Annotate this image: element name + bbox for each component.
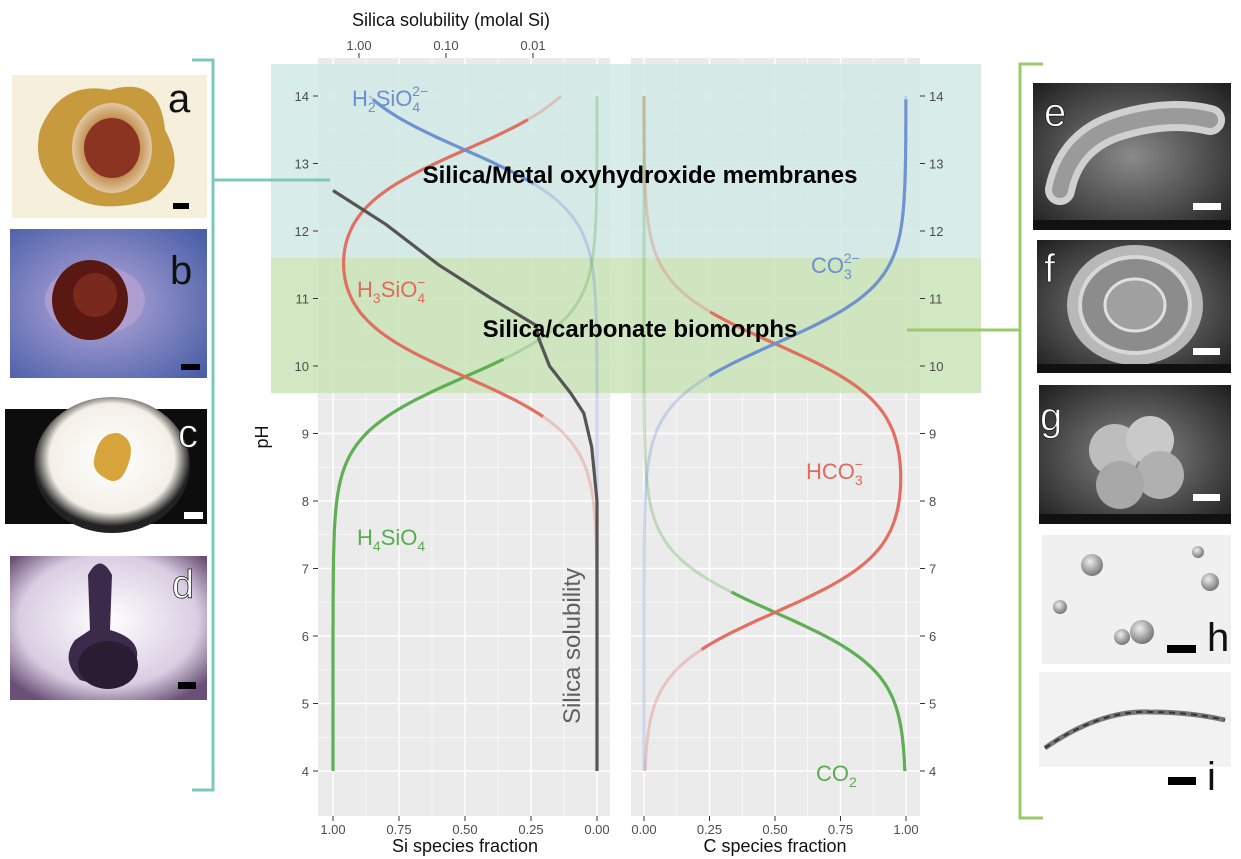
scale-bar bbox=[1193, 203, 1221, 210]
scale-bar bbox=[1193, 348, 1220, 355]
panel-label-c: c bbox=[178, 412, 198, 456]
panel-label-g: g bbox=[1040, 395, 1062, 439]
species-labels: H4SiO4 H3SiO4− H2SiO42− CO2 HCO3− CO32− bbox=[352, 83, 863, 790]
label-co3: CO32− bbox=[811, 250, 860, 282]
y-tick-label-right: 14 bbox=[929, 89, 943, 104]
left-x-axis-label: Si species fraction bbox=[392, 836, 538, 856]
panel-label-f: f bbox=[1044, 247, 1056, 291]
photo-f: f bbox=[1037, 240, 1231, 373]
species-curve bbox=[371, 98, 535, 186]
photo-d: d bbox=[10, 556, 207, 700]
x-tick-label-right: 0.75 bbox=[828, 822, 853, 837]
solubility-curve: Silica solubility bbox=[332, 189, 599, 771]
top-tick-label: 0.01 bbox=[520, 38, 545, 53]
ph-regions bbox=[271, 64, 981, 393]
y-tick-label-left: 11 bbox=[296, 292, 310, 307]
y-tick-label-right: 4 bbox=[929, 764, 936, 779]
y-tick-label-left: 4 bbox=[302, 764, 309, 779]
top-axis: Silica solubility (molal Si) 1.00 0.10 0.0… bbox=[346, 10, 550, 58]
x-tick-label-right: 1.00 bbox=[893, 822, 918, 837]
y-tick-label-right: 5 bbox=[929, 697, 936, 712]
panel-label-h: h bbox=[1207, 616, 1229, 660]
solubility-label: Silica solubility bbox=[559, 568, 586, 724]
top-tick-label: 0.10 bbox=[433, 38, 458, 53]
y-tick-label-right: 6 bbox=[929, 629, 936, 644]
biomorphs-region bbox=[271, 258, 981, 393]
c-species-curves bbox=[642, 96, 908, 772]
x-tick-label-right: 0.50 bbox=[762, 822, 787, 837]
y-tick-label-left: 5 bbox=[302, 697, 309, 712]
right-bracket bbox=[907, 62, 1043, 820]
y-tick-label-right: 8 bbox=[929, 494, 936, 509]
y-tick-label-right: 9 bbox=[929, 427, 936, 442]
y-tick-label-left: 9 bbox=[302, 427, 309, 442]
biomorphs-region-label: Silica/carbonate biomorphs bbox=[483, 316, 798, 343]
y-tick-label-left: 14 bbox=[295, 89, 309, 104]
panel-label-d: d bbox=[172, 563, 194, 607]
scale-bar bbox=[1167, 645, 1196, 653]
right-x-axis-label: C species fraction bbox=[703, 836, 846, 856]
panel-label-b: b bbox=[170, 249, 192, 293]
x-tick-label-left: 1.00 bbox=[320, 822, 345, 837]
panel-label-a: a bbox=[168, 77, 191, 121]
photo-g: g bbox=[1039, 385, 1231, 524]
y-tick-label-right: 7 bbox=[929, 562, 936, 577]
scale-bar bbox=[1193, 494, 1220, 501]
y-tick-label-left: 8 bbox=[302, 494, 309, 509]
photo-e: e bbox=[1033, 83, 1231, 230]
left-bracket bbox=[192, 58, 330, 792]
y-axis-label: pH bbox=[252, 425, 272, 448]
x-tick-label-left: 0.25 bbox=[518, 822, 543, 837]
panel-label-i: i bbox=[1207, 755, 1216, 799]
photo-c: c bbox=[5, 397, 207, 533]
photo-b: b bbox=[10, 229, 207, 378]
x-tick-label-right: 0.00 bbox=[631, 822, 656, 837]
y-tick-label-right: 13 bbox=[929, 157, 943, 172]
y-tick-label-right: 10 bbox=[929, 359, 943, 374]
label-h3sio4: H3SiO4− bbox=[357, 274, 425, 306]
photo-i: i bbox=[1039, 672, 1231, 799]
species-curve bbox=[700, 310, 903, 651]
species-curve bbox=[342, 118, 544, 418]
solubility-line bbox=[332, 189, 599, 771]
y-tick-label-left: 7 bbox=[302, 562, 309, 577]
species-curve bbox=[708, 99, 908, 378]
panel-label-e: e bbox=[1044, 91, 1066, 135]
y-tick-label-left: 6 bbox=[302, 629, 309, 644]
y-tick-label-right: 11 bbox=[929, 292, 943, 307]
photo-h: h bbox=[1042, 535, 1231, 664]
top-axis-title: Silica solubility (molal Si) bbox=[352, 10, 550, 30]
y-tick-label-left: 13 bbox=[295, 157, 309, 172]
y-tick-label-right: 12 bbox=[929, 224, 943, 239]
species-curve bbox=[331, 357, 505, 771]
scale-bar bbox=[184, 512, 203, 519]
scale-bar bbox=[178, 682, 196, 689]
scale-bar bbox=[173, 203, 189, 209]
scale-bar bbox=[181, 364, 200, 370]
y-tick-label-left: 12 bbox=[295, 224, 309, 239]
x-tick-label-left: 0.50 bbox=[452, 822, 477, 837]
x-tick-label-right: 0.25 bbox=[697, 822, 722, 837]
x-tick-label-left: 0.00 bbox=[584, 822, 609, 837]
label-hco3: HCO3− bbox=[806, 456, 863, 488]
label-co2: CO2 bbox=[816, 761, 857, 790]
label-h4sio4: H4SiO4 bbox=[357, 525, 425, 554]
y-tick-label-left: 10 bbox=[295, 359, 309, 374]
top-tick-label: 1.00 bbox=[346, 38, 371, 53]
membranes-region-label: Silica/Metal oxyhydroxide membranes bbox=[423, 162, 858, 189]
species-curve bbox=[730, 590, 907, 772]
photo-a: a bbox=[12, 75, 207, 218]
label-h2sio4: H2SiO42− bbox=[352, 83, 428, 115]
scale-bar bbox=[1168, 777, 1196, 785]
x-tick-label-left: 0.75 bbox=[386, 822, 411, 837]
